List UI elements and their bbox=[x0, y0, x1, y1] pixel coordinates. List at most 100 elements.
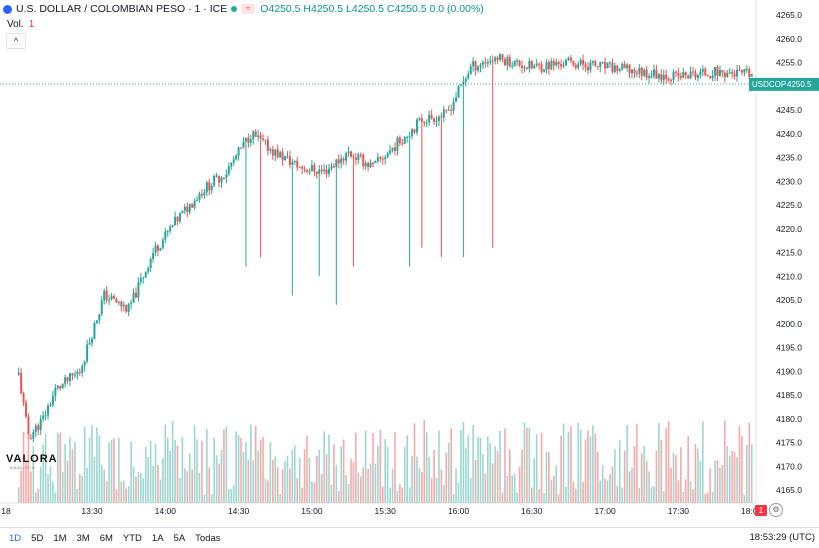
candle-body bbox=[56, 385, 59, 389]
volume-bar bbox=[472, 424, 474, 503]
volume-bar bbox=[611, 466, 614, 503]
tf-3m[interactable]: 3M bbox=[76, 532, 90, 544]
candle-body bbox=[484, 62, 487, 64]
candle-body bbox=[308, 170, 311, 172]
volume-bar bbox=[359, 476, 362, 503]
tf-ytd[interactable]: YTD bbox=[122, 532, 142, 544]
collapse-button[interactable]: ^ bbox=[6, 33, 26, 49]
y-tick-label: 4255.0 bbox=[776, 58, 802, 68]
volume-bar bbox=[706, 492, 709, 503]
candle-body bbox=[225, 174, 228, 178]
volume-bar bbox=[250, 424, 252, 503]
volume-bar bbox=[687, 435, 689, 503]
candle-body bbox=[445, 109, 448, 111]
tf-6m[interactable]: 6M bbox=[99, 532, 113, 544]
candle-body bbox=[166, 231, 169, 233]
volume-bar bbox=[367, 468, 369, 503]
volume-bar bbox=[159, 479, 162, 503]
candle-body bbox=[93, 323, 96, 339]
candle-body bbox=[655, 69, 658, 79]
candle-body bbox=[528, 60, 531, 69]
volume-bar bbox=[369, 463, 372, 503]
y-tick-label: 4205.0 bbox=[776, 295, 802, 305]
price-badge-value: 4250.5 bbox=[787, 80, 812, 89]
volume-bar bbox=[741, 436, 743, 503]
volume-bar bbox=[489, 442, 492, 503]
volume-bar bbox=[108, 442, 110, 503]
candle-body bbox=[486, 62, 489, 64]
candle-body bbox=[313, 165, 316, 172]
volume-bar bbox=[96, 427, 98, 503]
volume-bar bbox=[680, 447, 682, 503]
candle-body bbox=[203, 192, 206, 196]
candle-body bbox=[608, 62, 611, 64]
volume-bar bbox=[728, 455, 731, 503]
tf-5a[interactable]: 5A bbox=[173, 532, 186, 544]
candle-body bbox=[740, 70, 743, 73]
volume-bar bbox=[66, 460, 69, 503]
volume-bar bbox=[538, 489, 540, 503]
y-tick-label: 4180.0 bbox=[776, 414, 802, 424]
volume-bar bbox=[582, 482, 584, 503]
volume-bar bbox=[726, 445, 729, 503]
volume-bar bbox=[91, 425, 93, 503]
volume-bar bbox=[391, 468, 394, 503]
volume-bar bbox=[743, 494, 746, 503]
volume-bar bbox=[157, 464, 159, 503]
candle-body bbox=[266, 139, 269, 151]
badge-icon[interactable]: ≈ bbox=[241, 4, 256, 14]
candle-body bbox=[34, 425, 37, 433]
volume-bar bbox=[504, 428, 506, 503]
candle-body bbox=[125, 304, 128, 312]
volume-bar bbox=[372, 433, 374, 503]
volume-bar bbox=[509, 449, 511, 503]
valora-sub: ANALITIK bbox=[10, 465, 36, 470]
utc-clock[interactable]: 18:53:29 (UTC) bbox=[749, 532, 815, 543]
volume-bar bbox=[154, 443, 157, 503]
volume-bar bbox=[235, 431, 237, 503]
candle-body bbox=[117, 301, 120, 303]
volume-bar bbox=[535, 434, 538, 503]
candle-body bbox=[469, 66, 472, 75]
volume-bar bbox=[379, 429, 382, 503]
volume-bar bbox=[191, 469, 193, 503]
tf-1d[interactable]: 1D bbox=[9, 532, 22, 544]
candle-body bbox=[64, 377, 67, 384]
event-marker[interactable]: 1 bbox=[755, 505, 767, 516]
tf-todas[interactable]: Todas bbox=[195, 532, 221, 544]
candle-body bbox=[408, 135, 411, 137]
tf-1a[interactable]: 1A bbox=[151, 532, 164, 544]
volume-bar bbox=[465, 448, 467, 503]
volume-bar bbox=[113, 438, 115, 503]
volume-bar bbox=[614, 449, 616, 503]
candle-body bbox=[139, 278, 142, 282]
settings-icon[interactable]: ⚙ bbox=[769, 503, 783, 517]
candle-body bbox=[689, 71, 692, 79]
candle-body bbox=[635, 73, 638, 75]
symbol-title[interactable]: U.S. DOLLAR / COLOMBIAN PESO · 1 · ICE bbox=[16, 3, 228, 15]
volume-bar bbox=[17, 487, 20, 503]
tf-5d[interactable]: 5D bbox=[31, 532, 44, 544]
candle-body bbox=[213, 176, 216, 186]
candle-body bbox=[262, 138, 265, 140]
flag-icon bbox=[3, 4, 12, 14]
candle-body bbox=[706, 75, 709, 77]
y-tick-label: 4265.0 bbox=[776, 10, 802, 20]
volume-bar bbox=[69, 437, 71, 503]
candle-body bbox=[714, 67, 717, 76]
candle-body bbox=[156, 245, 159, 251]
candle-body bbox=[586, 67, 589, 71]
tf-1m[interactable]: 1M bbox=[53, 532, 67, 544]
candle-body bbox=[174, 216, 177, 226]
volume-bar bbox=[570, 426, 572, 503]
candle-body bbox=[447, 109, 450, 111]
volume-bar bbox=[665, 428, 667, 503]
volume-bar bbox=[98, 435, 101, 503]
volume-bar bbox=[396, 490, 399, 503]
volume-bar bbox=[748, 422, 751, 503]
volume-bar bbox=[604, 478, 606, 503]
volume-bar bbox=[589, 436, 592, 503]
volume-bar bbox=[692, 489, 694, 503]
candle-body bbox=[499, 54, 502, 60]
